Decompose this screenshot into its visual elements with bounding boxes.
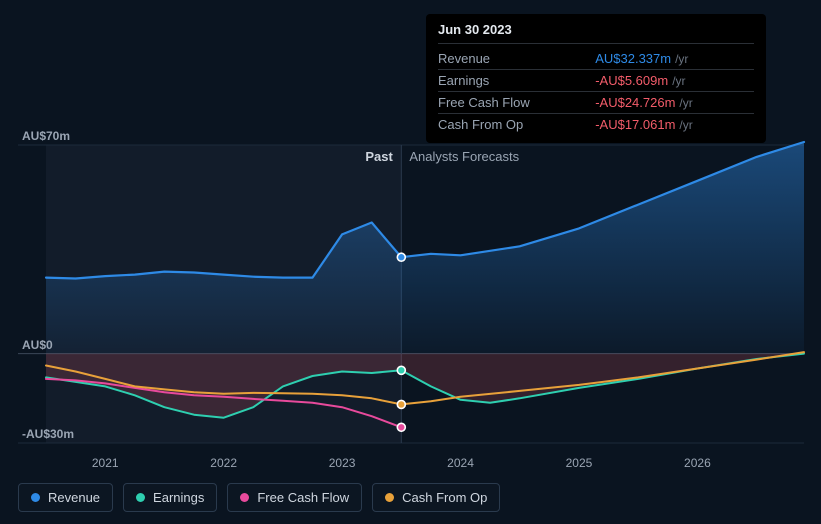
tooltip-row: Free Cash Flow-AU$24.726m/yr <box>438 92 754 114</box>
tooltip-row-label: Free Cash Flow <box>438 92 579 114</box>
x-axis-label: 2026 <box>684 456 711 470</box>
x-axis-label: 2023 <box>329 456 356 470</box>
tooltip-row: Earnings-AU$5.609m/yr <box>438 70 754 92</box>
tooltip-row-label: Revenue <box>438 48 579 70</box>
x-axis-label: 2024 <box>447 456 474 470</box>
y-axis-label: AU$70m <box>22 129 70 143</box>
x-axis-label: 2021 <box>92 456 119 470</box>
legend-item-label: Revenue <box>48 490 100 505</box>
forecast-region-label: Analysts Forecasts <box>409 149 519 164</box>
y-axis-label: -AU$30m <box>22 427 74 441</box>
legend-item-label: Free Cash Flow <box>257 490 349 505</box>
x-axis-label: 2025 <box>566 456 593 470</box>
tooltip-row-value: AU$32.337m/yr <box>579 48 754 70</box>
legend-item-earnings[interactable]: Earnings <box>123 483 217 512</box>
legend-dot-icon <box>385 493 394 502</box>
financials-chart: AU$70m AU$0 -AU$30m 2021 2022 2023 2024 2025 20… <box>0 0 821 524</box>
legend-dot-icon <box>136 493 145 502</box>
past-region-label: Past <box>365 149 392 164</box>
tooltip-row-value: -AU$5.609m/yr <box>579 70 754 92</box>
tooltip-date: Jun 30 2023 <box>438 22 754 44</box>
legend-item-label: Cash From Op <box>402 490 487 505</box>
x-axis-label: 2022 <box>210 456 237 470</box>
tooltip-row-value: -AU$17.061m/yr <box>579 114 754 136</box>
chart-tooltip: Jun 30 2023 RevenueAU$32.337m/yrEarnings… <box>426 14 766 143</box>
chart-legend: Revenue Earnings Free Cash Flow Cash From O… <box>18 483 500 512</box>
legend-item-fcf[interactable]: Free Cash Flow <box>227 483 362 512</box>
tooltip-row-value: -AU$24.726m/yr <box>579 92 754 114</box>
tooltip-row-label: Earnings <box>438 70 579 92</box>
legend-dot-icon <box>31 493 40 502</box>
tooltip-row: RevenueAU$32.337m/yr <box>438 48 754 70</box>
legend-item-cfo[interactable]: Cash From Op <box>372 483 500 512</box>
tooltip-row-label: Cash From Op <box>438 114 579 136</box>
legend-dot-icon <box>240 493 249 502</box>
legend-item-revenue[interactable]: Revenue <box>18 483 113 512</box>
y-axis-label: AU$0 <box>22 338 53 352</box>
tooltip-row: Cash From Op-AU$17.061m/yr <box>438 114 754 136</box>
legend-item-label: Earnings <box>153 490 204 505</box>
